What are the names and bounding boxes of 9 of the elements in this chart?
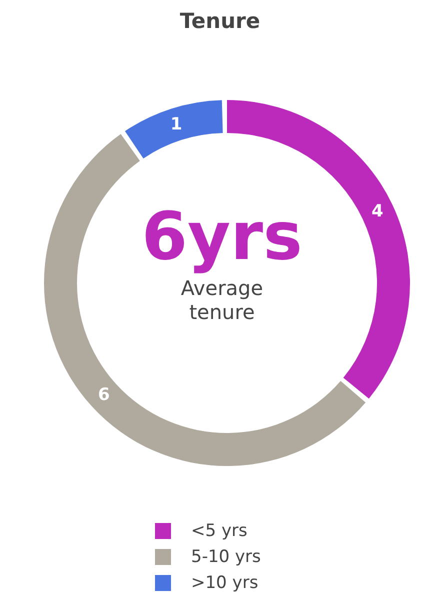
legend-label: >10 yrs: [191, 572, 258, 595]
data-label: 1: [170, 114, 182, 134]
text: Average tenure: [180, 276, 264, 324]
legend-label: 5-10 yrs: [191, 546, 261, 569]
data-label: 4: [371, 202, 384, 222]
legend-label: <5 yrs: [191, 520, 248, 543]
data-label: 6: [98, 385, 110, 406]
chart-title: Tenure: [178, 8, 262, 34]
text: 6yrs: [140, 198, 304, 275]
